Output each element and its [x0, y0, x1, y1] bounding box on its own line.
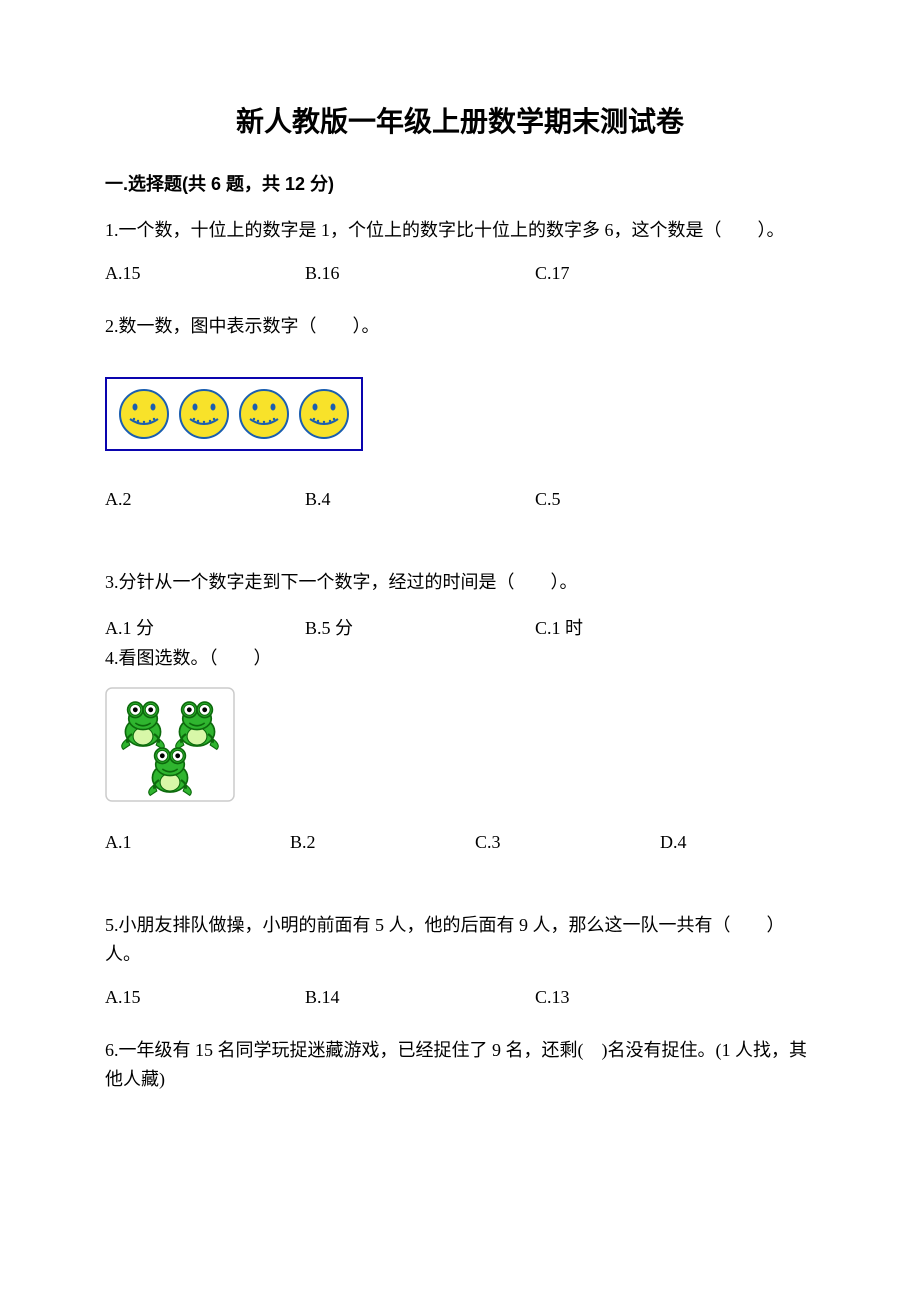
q1-option-b: B.16 [305, 263, 535, 284]
smiley-icon [297, 387, 351, 441]
question-1-options: A.15 B.16 C.17 [105, 263, 815, 284]
smiley-icon [117, 387, 171, 441]
q5-option-b: B.14 [305, 987, 535, 1008]
question-5-options: A.15 B.14 C.13 [105, 987, 815, 1008]
q5-option-c: C.13 [535, 987, 735, 1008]
smiley-icon [237, 387, 291, 441]
q3-option-a: A.1 分 [105, 614, 305, 640]
frogs-image [105, 687, 235, 802]
question-4-text: 4.看图选数。（ ） [105, 644, 815, 673]
document-title: 新人教版一年级上册数学期末测试卷 [105, 100, 815, 140]
frog-icon [149, 748, 192, 795]
smiley-row [117, 387, 351, 441]
page-container: 新人教版一年级上册数学期末测试卷 一.选择题(共 6 题，共 12 分) 1.一… [0, 0, 920, 1171]
question-4-options: A.1 B.2 C.3 D.4 [105, 832, 815, 853]
q4-option-a: A.1 [105, 832, 290, 853]
question-3-text: 3.分针从一个数字走到下一个数字，经过的时间是（ ）。 [105, 568, 815, 597]
q2-option-c: C.5 [535, 489, 735, 510]
question-5-text: 5.小朋友排队做操，小明的前面有 5 人，他的后面有 9 人，那么这一队一共有（… [105, 911, 815, 969]
q4-option-d: D.4 [660, 832, 845, 853]
q5-option-a: A.15 [105, 987, 305, 1008]
section-1-header: 一.选择题(共 6 题，共 12 分) [105, 170, 815, 196]
question-2-options: A.2 B.4 C.5 [105, 489, 815, 510]
q2-option-b: B.4 [305, 489, 535, 510]
q4-option-b: B.2 [290, 832, 475, 853]
frog-icon [122, 702, 165, 749]
q1-option-a: A.15 [105, 263, 305, 284]
question-2-text: 2.数一数，图中表示数字（ ）。 [105, 312, 815, 341]
frog-icon [176, 702, 219, 749]
q1-option-c: C.17 [535, 263, 735, 284]
question-1-text: 1.一个数，十位上的数字是 1，个位上的数字比十位上的数字多 6，这个数是（ ）… [105, 216, 815, 245]
spacer [105, 881, 815, 911]
question-3-options: A.1 分 B.5 分 C.1 时 [105, 614, 815, 640]
spacer [105, 538, 815, 568]
q2-option-a: A.2 [105, 489, 305, 510]
q3-option-c: C.1 时 [535, 614, 735, 640]
q4-option-c: C.3 [475, 832, 660, 853]
smiley-faces-box [105, 377, 363, 451]
question-6-text: 6.一年级有 15 名同学玩捉迷藏游戏，已经捉住了 9 名，还剩( )名没有捉住… [105, 1036, 815, 1094]
smiley-icon [177, 387, 231, 441]
q3-option-b: B.5 分 [305, 614, 535, 640]
